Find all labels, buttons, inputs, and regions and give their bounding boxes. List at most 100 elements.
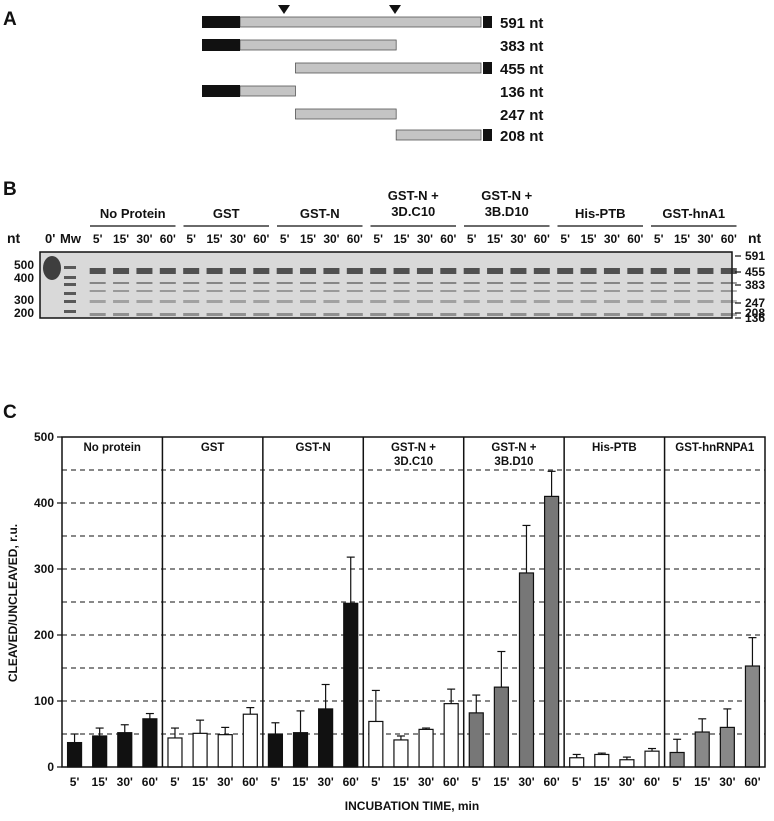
- gel-band: [510, 282, 527, 284]
- gel-band: [533, 300, 550, 303]
- fragment-bar: [239, 39, 397, 51]
- gel-band: [159, 300, 176, 303]
- gel-ladder-band: [64, 266, 76, 269]
- gel-band: [183, 282, 200, 284]
- fragment-bar: [295, 108, 397, 120]
- gel-band: [323, 300, 340, 303]
- gel-band: [136, 268, 153, 274]
- gel-band: [183, 290, 200, 292]
- bar: [594, 753, 610, 768]
- x-axis-label: INCUBATION TIME, min: [345, 799, 479, 813]
- gel-band: [346, 300, 363, 303]
- gel-group-header: GST-N +: [388, 188, 439, 203]
- bar: [267, 733, 284, 768]
- gel-time-label: 15': [113, 232, 129, 246]
- gel-band: [697, 282, 714, 284]
- y-tick-label: 300: [34, 562, 54, 576]
- gel-band: [300, 313, 317, 316]
- group-title: GST: [201, 442, 225, 454]
- gel-band: [89, 282, 106, 284]
- bar: [418, 728, 434, 768]
- gel-band: [229, 268, 246, 274]
- gel-band: [440, 290, 457, 292]
- gel-time-label: 5': [280, 232, 290, 246]
- gel-band: [510, 268, 527, 274]
- gel-group-header: His-PTB: [575, 206, 626, 221]
- gel-nt-label-left: nt: [7, 230, 21, 246]
- gel-time-label: 30': [510, 232, 526, 246]
- gel-band: [370, 313, 387, 316]
- panel-label-c: C: [3, 402, 17, 423]
- gel-band: [229, 300, 246, 303]
- x-tick-label: 30': [619, 775, 635, 789]
- gel-band: [346, 313, 363, 316]
- fragment-bar: [239, 16, 482, 28]
- x-tick-label: 60': [242, 775, 258, 789]
- x-tick-label: 15': [594, 775, 610, 789]
- gel-band: [440, 282, 457, 284]
- gel-band: [113, 290, 130, 292]
- gel-band: [580, 300, 597, 303]
- gel-time-label: 60': [253, 232, 269, 246]
- gel-band: [557, 282, 574, 284]
- gel-band: [393, 268, 410, 274]
- x-tick-label: 5': [672, 775, 682, 789]
- gel-band: [627, 282, 644, 284]
- bar: [217, 734, 233, 768]
- gel-band: [627, 313, 644, 316]
- fragment-size-label: 247 nt: [500, 107, 543, 124]
- gel-band: [159, 282, 176, 284]
- gel-marker-right: 247: [745, 296, 765, 310]
- gel-time-label: 5': [373, 232, 383, 246]
- bar: [443, 703, 459, 768]
- gel-band: [89, 290, 106, 292]
- x-tick-label: 15': [493, 775, 509, 789]
- gel-band: [183, 300, 200, 303]
- gel-band: [416, 268, 433, 274]
- gel-time-label: 5': [186, 232, 196, 246]
- gel-band: [650, 268, 667, 274]
- gel-band: [533, 313, 550, 316]
- gel-band: [603, 313, 620, 316]
- gel-band: [533, 268, 550, 274]
- gel-band: [113, 282, 130, 284]
- gel-band: [416, 282, 433, 284]
- bar: [719, 726, 735, 768]
- gel-time-label: 60': [347, 232, 363, 246]
- fragment-bar: [239, 85, 296, 97]
- x-tick-label: 5': [70, 775, 80, 789]
- x-tick-label: 15': [393, 775, 409, 789]
- gel-band: [557, 313, 574, 316]
- gel-band: [136, 313, 153, 316]
- gel-band: [720, 282, 737, 284]
- gel-band: [580, 282, 597, 284]
- gel-time-label: 30': [323, 232, 339, 246]
- gel-band: [323, 290, 340, 292]
- gel-band: [300, 300, 317, 303]
- gel-band: [253, 313, 270, 316]
- gel-band: [580, 290, 597, 292]
- x-tick-label: 15': [92, 775, 108, 789]
- gel-band: [674, 290, 691, 292]
- x-tick-label: 5': [572, 775, 582, 789]
- gel-band: [416, 300, 433, 303]
- x-tick-label: 60': [443, 775, 459, 789]
- gel-time-label: 5': [467, 232, 477, 246]
- gel-band: [650, 300, 667, 303]
- gel-band: [253, 268, 270, 274]
- gel-band: [159, 290, 176, 292]
- bar-chart: 0 100 200 300 400 500 5' 15' 30' 60' 5' 15' 30' 60' 5…: [6, 430, 766, 813]
- gel-band: [487, 290, 504, 292]
- bar: [292, 732, 309, 768]
- bar: [92, 735, 108, 768]
- gel-band: [159, 268, 176, 274]
- gel-band: [603, 282, 620, 284]
- x-tick-label: 15': [292, 775, 308, 789]
- gel-band: [510, 290, 527, 292]
- gel-zero-lane-label: 0': [45, 231, 55, 246]
- x-tick-label: 5': [472, 775, 482, 789]
- y-tick-label: 200: [34, 628, 54, 642]
- fragment-size-label: 208 nt: [500, 128, 543, 145]
- gel-band: [370, 282, 387, 284]
